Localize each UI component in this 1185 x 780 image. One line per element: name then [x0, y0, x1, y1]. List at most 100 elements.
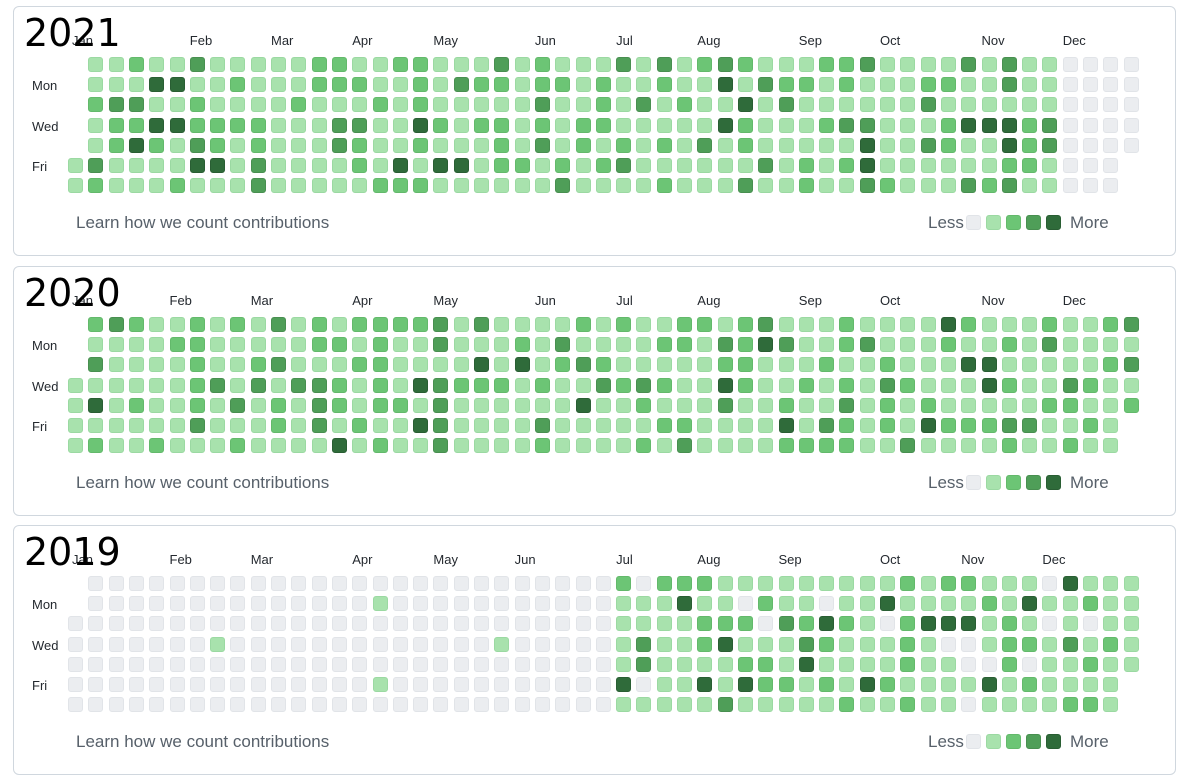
contribution-day-cell[interactable] — [737, 576, 753, 591]
contribution-day-cell[interactable] — [880, 377, 895, 393]
contribution-day-cell[interactable] — [230, 397, 246, 413]
contribution-day-cell[interactable] — [555, 636, 571, 652]
contribution-day-cell[interactable] — [595, 57, 611, 72]
contribution-day-cell[interactable] — [352, 337, 368, 353]
contribution-day-cell[interactable] — [656, 317, 672, 332]
contribution-day-cell[interactable] — [352, 636, 368, 652]
contribution-day-cell[interactable] — [595, 377, 611, 393]
contribution-day-cell[interactable] — [656, 57, 672, 72]
contribution-day-cell[interactable] — [108, 137, 124, 153]
contribution-day-cell[interactable] — [880, 357, 895, 373]
contribution-day-cell[interactable] — [128, 357, 144, 373]
contribution-day-cell[interactable] — [981, 656, 997, 672]
contribution-day-cell[interactable] — [149, 117, 165, 133]
contribution-day-cell[interactable] — [169, 418, 185, 433]
contribution-day-cell[interactable] — [291, 418, 307, 433]
contribution-day-cell[interactable] — [210, 158, 226, 173]
contribution-day-cell[interactable] — [981, 616, 997, 632]
contribution-day-cell[interactable] — [433, 57, 449, 72]
contribution-day-cell[interactable] — [392, 616, 408, 632]
contribution-day-cell[interactable] — [413, 57, 429, 72]
contribution-day-cell[interactable] — [656, 337, 672, 353]
contribution-day-cell[interactable] — [169, 656, 185, 672]
contribution-day-cell[interactable] — [352, 418, 368, 433]
contribution-day-cell[interactable] — [717, 697, 733, 713]
contribution-day-cell[interactable] — [392, 317, 408, 332]
contribution-day-cell[interactable] — [1062, 596, 1078, 612]
contribution-day-cell[interactable] — [981, 337, 997, 353]
contribution-day-cell[interactable] — [981, 97, 997, 113]
contribution-day-cell[interactable] — [981, 137, 997, 153]
contribution-day-cell[interactable] — [920, 137, 936, 153]
contribution-day-cell[interactable] — [737, 656, 753, 672]
contribution-day-cell[interactable] — [1123, 337, 1139, 353]
contribution-day-cell[interactable] — [677, 57, 692, 72]
contribution-day-cell[interactable] — [534, 178, 550, 194]
contribution-day-cell[interactable] — [189, 418, 205, 433]
contribution-day-cell[interactable] — [798, 418, 814, 433]
contribution-day-cell[interactable] — [210, 97, 226, 113]
contribution-day-cell[interactable] — [474, 377, 489, 393]
contribution-day-cell[interactable] — [859, 576, 875, 591]
contribution-day-cell[interactable] — [656, 377, 672, 393]
contribution-day-cell[interactable] — [372, 616, 388, 632]
contribution-day-cell[interactable] — [392, 377, 408, 393]
contribution-day-cell[interactable] — [1062, 636, 1078, 652]
contribution-day-cell[interactable] — [88, 418, 104, 433]
contribution-day-cell[interactable] — [656, 397, 672, 413]
contribution-day-cell[interactable] — [271, 77, 286, 93]
contribution-day-cell[interactable] — [859, 97, 875, 113]
contribution-day-cell[interactable] — [311, 137, 327, 153]
contribution-day-cell[interactable] — [595, 158, 611, 173]
contribution-day-cell[interactable] — [169, 117, 185, 133]
contribution-day-cell[interactable] — [1123, 656, 1139, 672]
contribution-day-cell[interactable] — [1062, 616, 1078, 632]
contribution-day-cell[interactable] — [514, 357, 530, 373]
contribution-day-cell[interactable] — [514, 656, 530, 672]
contribution-day-cell[interactable] — [291, 656, 307, 672]
contribution-day-cell[interactable] — [210, 576, 226, 591]
contribution-day-cell[interactable] — [372, 656, 388, 672]
contribution-day-cell[interactable] — [372, 97, 388, 113]
learn-how-we-count-link[interactable]: Learn how we count contributions — [76, 213, 330, 232]
contribution-day-cell[interactable] — [149, 576, 165, 591]
contribution-day-cell[interactable] — [940, 697, 956, 713]
contribution-day-cell[interactable] — [1123, 377, 1139, 393]
contribution-day-cell[interactable] — [413, 677, 429, 692]
contribution-day-cell[interactable] — [230, 596, 246, 612]
contribution-day-cell[interactable] — [433, 636, 449, 652]
contribution-day-cell[interactable] — [1103, 57, 1119, 72]
contribution-day-cell[interactable] — [474, 576, 489, 591]
contribution-day-cell[interactable] — [149, 377, 165, 393]
contribution-day-cell[interactable] — [595, 397, 611, 413]
contribution-day-cell[interactable] — [656, 656, 672, 672]
contribution-day-cell[interactable] — [1083, 418, 1098, 433]
contribution-day-cell[interactable] — [798, 178, 814, 194]
contribution-day-cell[interactable] — [1022, 697, 1038, 713]
contribution-day-cell[interactable] — [1042, 576, 1058, 591]
contribution-day-cell[interactable] — [778, 656, 794, 672]
contribution-day-cell[interactable] — [169, 596, 185, 612]
contribution-day-cell[interactable] — [1001, 57, 1017, 72]
contribution-day-cell[interactable] — [656, 576, 672, 591]
contribution-day-cell[interactable] — [433, 397, 449, 413]
contribution-day-cell[interactable] — [1062, 357, 1078, 373]
contribution-day-cell[interactable] — [474, 438, 489, 454]
contribution-day-cell[interactable] — [920, 418, 936, 433]
contribution-day-cell[interactable] — [311, 97, 327, 113]
contribution-day-cell[interactable] — [128, 97, 144, 113]
contribution-day-cell[interactable] — [88, 97, 104, 113]
contribution-day-cell[interactable] — [494, 697, 510, 713]
contribution-day-cell[interactable] — [778, 636, 794, 652]
contribution-day-cell[interactable] — [331, 596, 347, 612]
contribution-day-cell[interactable] — [1103, 337, 1119, 353]
contribution-day-cell[interactable] — [1022, 636, 1038, 652]
contribution-day-cell[interactable] — [636, 77, 652, 93]
contribution-day-cell[interactable] — [636, 677, 652, 692]
contribution-day-cell[interactable] — [859, 656, 875, 672]
contribution-day-cell[interactable] — [758, 377, 774, 393]
contribution-day-cell[interactable] — [697, 57, 713, 72]
contribution-day-cell[interactable] — [819, 697, 835, 713]
contribution-day-cell[interactable] — [534, 117, 550, 133]
contribution-day-cell[interactable] — [1123, 77, 1139, 93]
